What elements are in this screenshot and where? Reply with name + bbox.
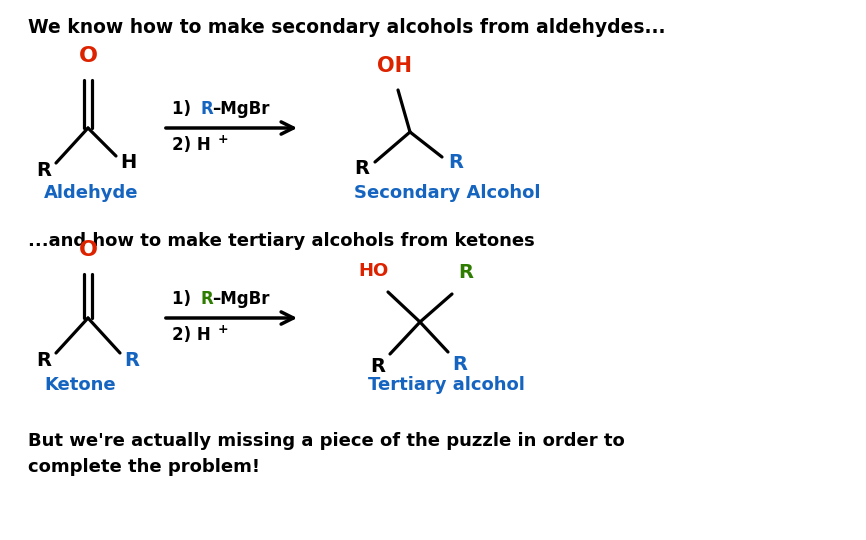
Text: 2) H: 2) H [172, 136, 210, 154]
Text: We know how to make secondary alcohols from aldehydes...: We know how to make secondary alcohols f… [28, 18, 665, 37]
Text: 1): 1) [172, 290, 197, 308]
Text: complete the problem!: complete the problem! [28, 458, 260, 476]
Text: HO: HO [359, 262, 389, 280]
Text: O: O [79, 240, 98, 260]
Text: Ketone: Ketone [44, 376, 116, 394]
Text: –MgBr: –MgBr [212, 290, 269, 308]
Text: Tertiary alcohol: Tertiary alcohol [368, 376, 525, 394]
Text: 1): 1) [172, 100, 197, 118]
Text: 2) H: 2) H [172, 326, 210, 344]
Text: +: + [218, 133, 229, 146]
Text: R: R [200, 100, 213, 118]
Text: Aldehyde: Aldehyde [44, 184, 139, 202]
Text: –MgBr: –MgBr [212, 100, 269, 118]
Text: +: + [218, 323, 229, 336]
Text: R: R [200, 290, 213, 308]
Text: R: R [371, 356, 385, 375]
Text: R: R [36, 352, 51, 370]
Text: R: R [125, 352, 139, 370]
Text: R: R [458, 263, 474, 282]
Text: H: H [120, 153, 136, 172]
Text: R: R [449, 153, 463, 172]
Text: ...and how to make tertiary alcohols from ketones: ...and how to make tertiary alcohols fro… [28, 232, 534, 250]
Text: Secondary Alcohol: Secondary Alcohol [354, 184, 540, 202]
Text: O: O [79, 46, 98, 66]
Text: R: R [36, 161, 51, 180]
Text: OH: OH [377, 56, 411, 76]
Text: R: R [453, 354, 468, 374]
Text: But we're actually missing a piece of the puzzle in order to: But we're actually missing a piece of th… [28, 432, 624, 450]
Text: R: R [354, 159, 370, 178]
